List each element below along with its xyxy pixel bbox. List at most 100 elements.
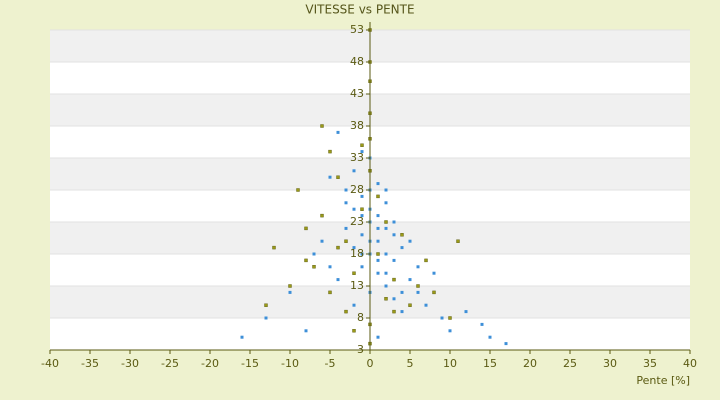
x-tick-label: -15 bbox=[241, 357, 259, 370]
y-tick-label: 23 bbox=[350, 215, 364, 228]
point bbox=[376, 271, 380, 275]
point bbox=[328, 175, 332, 179]
x-tick-label: 40 bbox=[683, 357, 697, 370]
point bbox=[384, 188, 388, 192]
point bbox=[440, 316, 444, 320]
point bbox=[384, 226, 388, 230]
point bbox=[424, 258, 428, 263]
y-tick-label: 48 bbox=[350, 55, 364, 68]
point bbox=[432, 290, 436, 295]
point bbox=[376, 214, 380, 218]
point bbox=[352, 329, 356, 333]
point bbox=[384, 284, 388, 288]
chart-title: VITESSE vs PENTE bbox=[305, 3, 414, 17]
point bbox=[352, 303, 356, 307]
point bbox=[400, 310, 404, 314]
point bbox=[416, 265, 420, 269]
point bbox=[328, 149, 332, 154]
point bbox=[360, 252, 364, 256]
axes: -40 -35 -30 -25 -20 -15 -10 -5 0 5 10 15 20 25 30 35 40 3… bbox=[41, 22, 697, 370]
point bbox=[272, 245, 276, 250]
x-tick-label: 25 bbox=[563, 357, 577, 370]
point bbox=[376, 335, 380, 339]
y-tick-label: 3 bbox=[357, 343, 364, 356]
point bbox=[360, 194, 364, 198]
point bbox=[264, 303, 268, 307]
point bbox=[360, 207, 364, 211]
point bbox=[320, 239, 324, 243]
point bbox=[392, 220, 396, 224]
y-tick-label: 8 bbox=[357, 311, 364, 324]
x-axis-label: Pente [%] bbox=[636, 374, 690, 387]
point bbox=[384, 297, 388, 301]
point bbox=[384, 271, 388, 275]
point bbox=[480, 322, 484, 326]
x-tick-label: -25 bbox=[161, 357, 179, 370]
point bbox=[464, 310, 468, 314]
point bbox=[392, 258, 396, 262]
point bbox=[328, 265, 332, 269]
point bbox=[408, 303, 412, 307]
y-tick-label: 18 bbox=[350, 247, 364, 260]
point bbox=[352, 169, 356, 173]
x-tick-label: 10 bbox=[443, 357, 457, 370]
point bbox=[392, 277, 396, 282]
y-tick-label: 13 bbox=[350, 279, 364, 292]
y-tick-label: 43 bbox=[350, 87, 364, 100]
point bbox=[424, 303, 428, 307]
x-tick-label: -30 bbox=[121, 357, 139, 370]
point bbox=[344, 226, 348, 230]
x-tick-label: 15 bbox=[483, 357, 497, 370]
point bbox=[384, 252, 388, 256]
x-tick-label: 20 bbox=[523, 357, 537, 370]
point bbox=[288, 284, 292, 288]
point bbox=[352, 207, 356, 211]
x-tick-label: -20 bbox=[201, 357, 219, 370]
point bbox=[344, 309, 348, 314]
point bbox=[400, 290, 404, 294]
point bbox=[400, 246, 404, 250]
point bbox=[360, 143, 364, 147]
point bbox=[344, 239, 348, 243]
point bbox=[304, 329, 308, 333]
point bbox=[456, 239, 460, 243]
point bbox=[360, 265, 364, 269]
point bbox=[336, 278, 340, 282]
point bbox=[400, 233, 404, 237]
point bbox=[304, 258, 308, 263]
point bbox=[416, 290, 420, 294]
point bbox=[312, 252, 316, 256]
y-tick-label: 53 bbox=[350, 23, 364, 36]
point bbox=[384, 220, 388, 224]
point bbox=[376, 252, 380, 256]
y-tick-label: 33 bbox=[350, 151, 364, 164]
point bbox=[392, 309, 396, 314]
point bbox=[392, 297, 396, 301]
point bbox=[344, 201, 348, 205]
x-tick-label: -40 bbox=[41, 357, 59, 370]
point bbox=[376, 194, 380, 199]
point bbox=[448, 329, 452, 333]
point bbox=[360, 214, 364, 218]
y-tick-label: 38 bbox=[350, 119, 364, 132]
point bbox=[344, 188, 348, 192]
x-tick-label: -10 bbox=[281, 357, 299, 370]
x-tick-label: 30 bbox=[603, 357, 617, 370]
point bbox=[416, 284, 420, 288]
point bbox=[360, 150, 364, 154]
point bbox=[240, 335, 244, 339]
point bbox=[264, 316, 268, 320]
x-tick-label: -5 bbox=[325, 357, 336, 370]
x-tick-label: 35 bbox=[643, 357, 657, 370]
x-tick-label: 5 bbox=[407, 357, 414, 370]
x-tick-label: -35 bbox=[81, 357, 99, 370]
point bbox=[288, 290, 292, 294]
point bbox=[432, 271, 436, 275]
point bbox=[312, 265, 316, 269]
point bbox=[392, 233, 396, 237]
point bbox=[376, 239, 380, 243]
point bbox=[504, 342, 508, 346]
point bbox=[448, 316, 452, 320]
